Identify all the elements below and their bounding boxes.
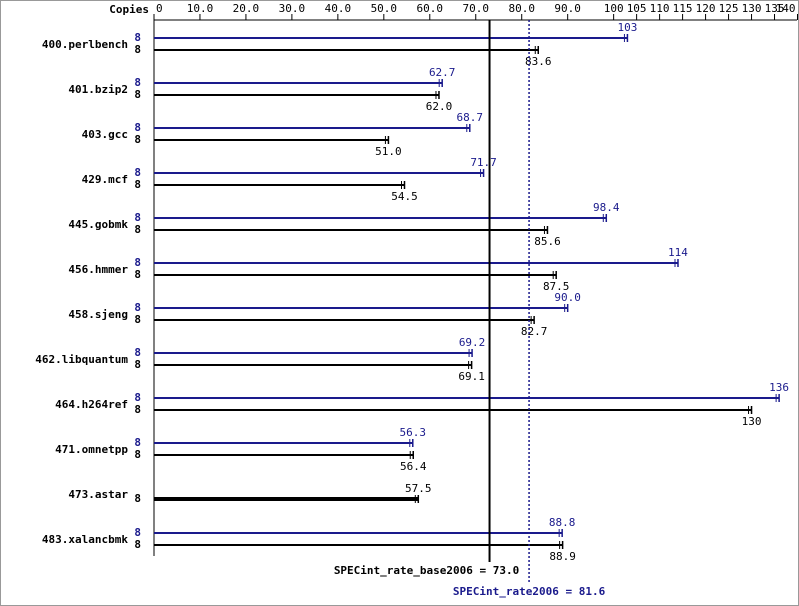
x-tick-label: 50.0 bbox=[371, 2, 398, 15]
copies-label: 8 bbox=[134, 121, 141, 134]
x-tick-label: 60.0 bbox=[417, 2, 444, 15]
benchmark-label: 462.libquantum bbox=[35, 353, 128, 366]
benchmark-label: 471.omnetpp bbox=[55, 443, 128, 456]
copies-label: 8 bbox=[134, 403, 141, 416]
x-tick-label: 105 bbox=[627, 2, 647, 15]
value-label: 68.7 bbox=[457, 111, 484, 124]
copies-label: 8 bbox=[134, 526, 141, 539]
x-tick-label: 40.0 bbox=[325, 2, 352, 15]
x-tick-label: 0 bbox=[156, 2, 163, 15]
value-label: 62.0 bbox=[426, 100, 453, 113]
benchmark-label: 401.bzip2 bbox=[68, 83, 128, 96]
copies-label: 8 bbox=[134, 178, 141, 191]
value-label: 87.5 bbox=[543, 280, 570, 293]
benchmark-label: 483.xalancbmk bbox=[42, 533, 128, 546]
x-tick-label: 110 bbox=[650, 2, 670, 15]
copies-label: 8 bbox=[134, 301, 141, 314]
x-tick-label: 10.0 bbox=[187, 2, 214, 15]
value-label: 88.9 bbox=[549, 550, 576, 563]
value-label: 103 bbox=[617, 21, 637, 34]
x-tick-label: 130 bbox=[742, 2, 762, 15]
x-tick-label: 135 bbox=[765, 2, 785, 15]
value-label: 130 bbox=[742, 415, 762, 428]
benchmark-label: 403.gcc bbox=[82, 128, 128, 141]
benchmark-label: 429.mcf bbox=[82, 173, 128, 186]
x-tick-label: 125 bbox=[719, 2, 739, 15]
x-tick-label: 30.0 bbox=[279, 2, 306, 15]
copies-label: 8 bbox=[134, 223, 141, 236]
copies-label: 8 bbox=[134, 133, 141, 146]
value-label: 83.6 bbox=[525, 55, 552, 68]
copies-label: 8 bbox=[134, 492, 141, 505]
x-tick-label: 115 bbox=[673, 2, 693, 15]
x-tick-label: 90.0 bbox=[554, 2, 581, 15]
x-tick-label: 140 bbox=[776, 2, 796, 15]
x-tick-label: 120 bbox=[696, 2, 716, 15]
value-label: 69.2 bbox=[459, 336, 486, 349]
x-tick-label: 70.0 bbox=[463, 2, 490, 15]
copies-label: 8 bbox=[134, 211, 141, 224]
copies-label: 8 bbox=[134, 76, 141, 89]
copies-label: 8 bbox=[134, 88, 141, 101]
copies-label: 8 bbox=[134, 358, 141, 371]
benchmark-label: 458.sjeng bbox=[68, 308, 128, 321]
value-label: 82.7 bbox=[521, 325, 548, 338]
value-label: 71.7 bbox=[470, 156, 497, 169]
value-label: 56.3 bbox=[400, 426, 427, 439]
copies-label: 8 bbox=[134, 346, 141, 359]
value-label: 85.6 bbox=[534, 235, 561, 248]
value-label: 69.1 bbox=[458, 370, 485, 383]
copies-label: 8 bbox=[134, 391, 141, 404]
x-tick-label: 20.0 bbox=[233, 2, 260, 15]
axis-label: Copies bbox=[109, 3, 149, 16]
value-label: 90.0 bbox=[554, 291, 581, 304]
value-label: 114 bbox=[668, 246, 688, 259]
x-tick-label: 80.0 bbox=[508, 2, 535, 15]
value-label: 51.0 bbox=[375, 145, 402, 158]
benchmark-label: 400.perlbench bbox=[42, 38, 128, 51]
copies-label: 8 bbox=[134, 268, 141, 281]
value-label: 54.5 bbox=[391, 190, 418, 203]
copies-label: 8 bbox=[134, 31, 141, 44]
copies-label: 8 bbox=[134, 43, 141, 56]
benchmark-label: 445.gobmk bbox=[68, 218, 128, 231]
benchmark-label: 456.hmmer bbox=[68, 263, 128, 276]
reference-label: SPECint_rate2006 = 81.6 bbox=[453, 585, 606, 598]
benchmark-label: 473.astar bbox=[68, 488, 128, 501]
value-label: 98.4 bbox=[593, 201, 620, 214]
value-label: 56.4 bbox=[400, 460, 427, 473]
value-label: 136 bbox=[769, 381, 789, 394]
copies-label: 8 bbox=[134, 166, 141, 179]
benchmark-label: 464.h264ref bbox=[55, 398, 128, 411]
copies-label: 8 bbox=[134, 256, 141, 269]
value-label: 62.7 bbox=[429, 66, 456, 79]
copies-label: 8 bbox=[134, 538, 141, 551]
value-label: 88.8 bbox=[549, 516, 576, 529]
copies-label: 8 bbox=[134, 448, 141, 461]
x-tick-label: 100 bbox=[604, 2, 624, 15]
value-label: 57.5 bbox=[405, 482, 432, 495]
copies-label: 8 bbox=[134, 436, 141, 449]
reference-label: SPECint_rate_base2006 = 73.0 bbox=[334, 564, 519, 577]
copies-label: 8 bbox=[134, 313, 141, 326]
